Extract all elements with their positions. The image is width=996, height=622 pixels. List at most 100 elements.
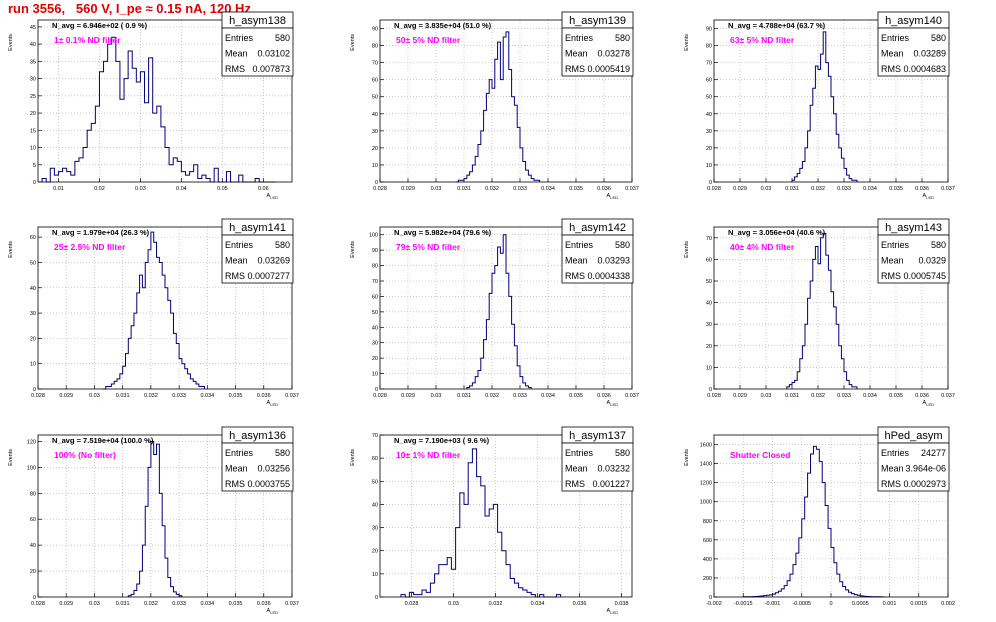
stats-label: Mean bbox=[565, 464, 588, 474]
stats-value: 0.0005419 bbox=[587, 64, 630, 74]
y-tick-label: 200 bbox=[703, 576, 712, 582]
y-tick-label: 0 bbox=[375, 387, 378, 393]
y-tick-label: 30 bbox=[30, 77, 36, 83]
filter-annotation: 63± 5% ND filter bbox=[730, 35, 795, 45]
x-tick-label: 0.033 bbox=[172, 393, 186, 399]
x-tick-label: 0.036 bbox=[573, 601, 587, 607]
stats-value: 24277 bbox=[921, 448, 946, 458]
stats-label: Mean bbox=[225, 464, 248, 474]
y-axis-label: Events bbox=[350, 241, 356, 258]
y-tick-label: 30 bbox=[372, 526, 378, 532]
stats-title: h_asym142 bbox=[569, 222, 626, 234]
y-tick-label: 10 bbox=[372, 163, 378, 169]
stats-label: Mean bbox=[881, 464, 904, 474]
stats-label: RMS bbox=[881, 479, 901, 489]
stats-value: 0.0007277 bbox=[247, 271, 290, 281]
y-tick-label: 0 bbox=[33, 387, 36, 393]
histogram-panel-h_asym137: 0.028 0.03 0.032 0.034 0.036 0.038 0 10 20 30 40 50… bbox=[350, 426, 634, 615]
x-axis-label: ALED bbox=[607, 400, 619, 407]
x-tick-label: 0.02 bbox=[94, 186, 105, 192]
y-tick-label: 50 bbox=[30, 260, 36, 266]
x-tick-label: 0.038 bbox=[615, 601, 629, 607]
stats-label: Entries bbox=[565, 448, 594, 458]
stats-title: h_asym136 bbox=[229, 430, 286, 442]
y-tick-label: 20 bbox=[30, 336, 36, 342]
navg-label: N_avg = 5.982e+04 (79.6 %) bbox=[394, 228, 492, 237]
plot-frame bbox=[37, 434, 293, 598]
x-tick-label: 0.037 bbox=[625, 186, 639, 192]
y-tick-label: 1000 bbox=[700, 500, 712, 506]
x-tick-label: 0.028 bbox=[31, 601, 45, 607]
navg-label: N_avg = 4.788e+04 (63.7 %) bbox=[728, 21, 826, 30]
x-axis-label: ALED bbox=[607, 608, 619, 615]
stats-value: 580 bbox=[275, 33, 290, 43]
x-axis-label: ALED bbox=[267, 608, 279, 615]
y-tick-label: 80 bbox=[372, 264, 378, 270]
x-axis-label: ALED bbox=[923, 400, 935, 407]
x-tick-label: 0.031 bbox=[116, 601, 130, 607]
stats-body bbox=[561, 442, 634, 492]
plot-frame bbox=[713, 19, 949, 183]
stats-body bbox=[561, 234, 634, 284]
x-tick-label: 0.028 bbox=[707, 186, 721, 192]
x-tick-label: -0.0015 bbox=[734, 601, 753, 607]
y-tick-label: 90 bbox=[706, 27, 712, 33]
y-tick-label: 20 bbox=[372, 356, 378, 362]
y-tick-label: 20 bbox=[706, 146, 712, 152]
x-tick-label: 0.037 bbox=[285, 393, 299, 399]
y-tick-label: 10 bbox=[706, 365, 712, 371]
stats-value: 0.03289 bbox=[913, 49, 946, 59]
x-tick-label: 0.036 bbox=[597, 393, 611, 399]
x-tick-label: 0.037 bbox=[941, 186, 955, 192]
stats-label: Entries bbox=[565, 33, 594, 43]
stats-box: h_asym138 Entries 580 Mean 0.03102 RMS 0.00787… bbox=[221, 11, 294, 77]
stats-label: Mean bbox=[881, 49, 904, 59]
y-tick-label: 30 bbox=[372, 341, 378, 347]
stats-value: 0.03269 bbox=[257, 256, 290, 266]
stats-label: RMS bbox=[225, 64, 245, 74]
histogram-line bbox=[742, 445, 885, 598]
x-tick-label: 0.034 bbox=[541, 186, 555, 192]
stats-value: 0.007873 bbox=[252, 64, 290, 74]
x-tick-label: 0.029 bbox=[733, 393, 747, 399]
stats-value: 580 bbox=[931, 240, 946, 250]
stats-label: Entries bbox=[225, 33, 254, 43]
x-tick-label: 0.033 bbox=[513, 186, 527, 192]
y-tick-label: 50 bbox=[706, 279, 712, 285]
histogram-panel-h_asym139: 0.028 0.029 0.03 0.031 0.032 0.033 0.034 0.035 0… bbox=[350, 11, 639, 200]
x-tick-label: -0.001 bbox=[765, 601, 781, 607]
y-tick-label: 60 bbox=[30, 517, 36, 523]
plot-frame bbox=[379, 226, 633, 390]
y-tick-label: 20 bbox=[30, 111, 36, 117]
histogram-panel-h_asym136: 0.028 0.029 0.03 0.031 0.032 0.033 0.034 0.035 0… bbox=[8, 426, 299, 615]
stats-value: 580 bbox=[615, 448, 630, 458]
y-tick-label: 70 bbox=[372, 279, 378, 285]
y-tick-label: 120 bbox=[27, 439, 36, 445]
stats-label: Mean bbox=[881, 256, 904, 266]
stats-title: h_asym139 bbox=[569, 15, 626, 27]
y-tick-label: 40 bbox=[30, 42, 36, 48]
stats-body bbox=[877, 27, 950, 77]
stats-body bbox=[221, 234, 294, 284]
stats-value: 580 bbox=[275, 448, 290, 458]
histogram-line bbox=[41, 36, 276, 183]
plot-frame bbox=[379, 434, 633, 598]
filter-annotation: 40± 4% ND filter bbox=[730, 242, 795, 252]
stats-value: 0.0005745 bbox=[903, 271, 946, 281]
y-axis-label: Events bbox=[8, 241, 14, 258]
histogram-panel-hPed_asym: -0.002 -0.0015 -0.001 -0.0005 0 0.0005 0.001 0.… bbox=[684, 426, 955, 607]
x-tick-label: 0.035 bbox=[569, 393, 583, 399]
y-tick-label: 10 bbox=[372, 572, 378, 578]
stats-value: 0.03293 bbox=[597, 256, 630, 266]
x-tick-label: 0.029 bbox=[733, 186, 747, 192]
y-tick-label: 60 bbox=[706, 78, 712, 84]
x-tick-label: 0.037 bbox=[285, 601, 299, 607]
stats-label: Mean bbox=[565, 256, 588, 266]
x-axis-label: ALED bbox=[267, 400, 279, 407]
y-tick-label: 70 bbox=[706, 236, 712, 242]
x-tick-label: 0.03 bbox=[89, 393, 100, 399]
y-tick-label: 1600 bbox=[700, 443, 712, 449]
y-tick-label: 40 bbox=[706, 301, 712, 307]
y-tick-label: 15 bbox=[30, 128, 36, 134]
x-tick-label: 0.033 bbox=[837, 186, 851, 192]
